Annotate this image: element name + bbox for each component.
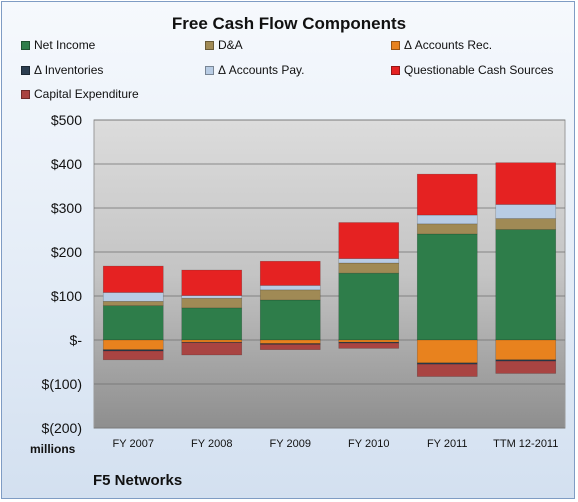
legend-label-net-income: Net Income [34,38,96,52]
legend-swatch-questionable-cash [391,65,400,75]
legend-swatch-da [205,40,214,50]
legend-swatch-net-income [21,40,30,50]
bar-accounts-rec-fy-2008 [181,339,243,343]
legend-swatch-accounts-rec [391,40,400,50]
bar-questionable-cash-sources-fy-2008 [181,269,243,296]
bar-accounts-rec-ttm-12-2011 [495,339,557,361]
bar-capital-expenditure-fy-2011 [416,363,478,377]
bar-d-a-fy-2009 [259,289,321,301]
bar-d-a-fy-2007 [102,300,164,306]
bar-d-a-fy-2008 [181,297,243,309]
bar-accounts-rec-fy-2009 [259,339,321,344]
y-tick-label: $(100) [42,376,82,392]
company-name: F5 Networks [93,472,183,489]
bar-accounts-pay-fy-2008 [181,295,243,299]
legend-label-da: D&A [218,38,243,52]
x-tick-labels: FY 2007 FY 2008 FY 2009 FY 2010 FY 2011 TTM 1… [113,438,559,450]
x-tick-label: TTM 12-2011 [493,438,558,450]
legend-inventories: Δ Inventories [21,63,103,77]
plot-area [93,119,566,429]
legend-net-income: Net Income [21,38,95,52]
bar-d-a-fy-2010 [338,262,400,274]
bar-net-income-fy-2011 [416,233,478,341]
y-tick-label: $(200) [42,420,82,436]
units-label: millions [30,442,76,456]
bar-net-income-ttm-12-2011 [495,229,557,341]
x-tick-label: FY 2008 [191,438,232,450]
legend-label-inventories: Δ Inventories [34,63,104,77]
legend-label-accounts-pay: Δ Accounts Pay. [218,63,305,77]
bar-d-a-ttm-12-2011 [495,218,557,230]
bar-questionable-cash-sources-fy-2011 [416,173,478,216]
bar-d-a-fy-2011 [416,223,478,235]
legend-da: D&A [205,38,243,52]
bar-questionable-cash-sources-fy-2009 [259,260,321,286]
bar-accounts-rec-fy-2007 [102,339,164,350]
y-tick-label: $- [70,332,83,348]
legend-accounts-rec: Δ Accounts Rec. [391,38,492,52]
bar-accounts-pay-ttm-12-2011 [495,204,557,219]
legend-label-capex: Capital Expenditure [34,87,139,101]
x-tick-label: FY 2009 [270,438,311,450]
bar-net-income-fy-2010 [338,272,400,341]
bar-capital-expenditure-ttm-12-2011 [495,360,557,374]
bar-capital-expenditure-fy-2009 [259,344,321,350]
legend-capex: Capital Expenditure [21,87,139,101]
x-tick-label: FY 2010 [348,438,389,450]
bar-capital-expenditure-fy-2010 [338,342,400,349]
y-tick-label: $100 [51,288,82,304]
bar-accounts-pay-fy-2010 [338,258,400,264]
chart-title: Free Cash Flow Components [171,14,407,33]
legend-questionable-cash: Questionable Cash Sources [391,63,553,77]
bar-capital-expenditure-fy-2007 [102,350,164,361]
y-tick-label: $400 [51,156,82,172]
bar-stacks [102,162,557,377]
legend-swatch-accounts-pay [205,65,214,75]
bar-net-income-fy-2009 [259,299,321,341]
legend-label-accounts-rec: Δ Accounts Rec. [404,38,493,52]
bar-questionable-cash-sources-fy-2007 [102,265,164,293]
bar-accounts-rec-fy-2011 [416,339,478,364]
bar-accounts-pay-fy-2009 [259,285,321,291]
grid-lines [94,119,565,429]
y-tick-label: $200 [51,244,82,260]
y-tick-label: $300 [51,200,82,216]
bar-net-income-fy-2007 [102,305,164,341]
bar-accounts-pay-fy-2007 [102,292,164,302]
bar-accounts-rec-fy-2010 [338,339,400,343]
bar-accounts-pay-fy-2011 [416,214,478,225]
bar-questionable-cash-sources-ttm-12-2011 [495,162,557,205]
bar-net-income-fy-2008 [181,307,243,341]
x-tick-label: FY 2011 [427,438,468,450]
legend-label-questionable-cash: Questionable Cash Sources [404,63,554,77]
y-tick-labels: $(200) $(100) $- $100 $200 $300 $400 $500 [42,112,83,436]
legend-swatch-capex [21,89,30,99]
legend-accounts-pay: Δ Accounts Pay. [205,63,305,77]
bar-capital-expenditure-fy-2008 [181,342,243,356]
x-tick-label: FY 2007 [113,438,154,450]
bar-questionable-cash-sources-fy-2010 [338,222,400,259]
legend-swatch-inventories [21,65,30,75]
y-tick-label: $500 [51,112,82,128]
